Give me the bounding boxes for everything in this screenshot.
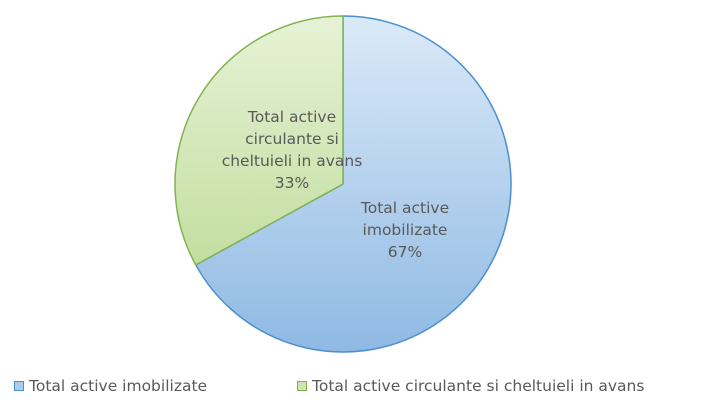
data-label-name: Total active imobilizate <box>360 199 450 239</box>
legend-swatch <box>297 381 307 391</box>
legend-item: Total active imobilizate <box>14 377 207 395</box>
data-label: Total active circulante si cheltuieli in… <box>212 106 372 194</box>
data-label: Total active imobilizate 67% <box>345 197 465 263</box>
pie-slice <box>194 15 512 353</box>
legend-item: Total active circulante si cheltuieli in… <box>297 377 644 395</box>
data-label-value: 33% <box>274 174 310 192</box>
pie-slice <box>174 15 344 266</box>
legend-swatch <box>14 381 24 391</box>
legend-label: Total active circulante si cheltuieli in… <box>312 377 645 395</box>
legend-label: Total active imobilizate <box>29 377 208 395</box>
data-label-name: Total active circulante si cheltuieli in… <box>221 108 363 170</box>
data-label-value: 67% <box>387 243 423 261</box>
